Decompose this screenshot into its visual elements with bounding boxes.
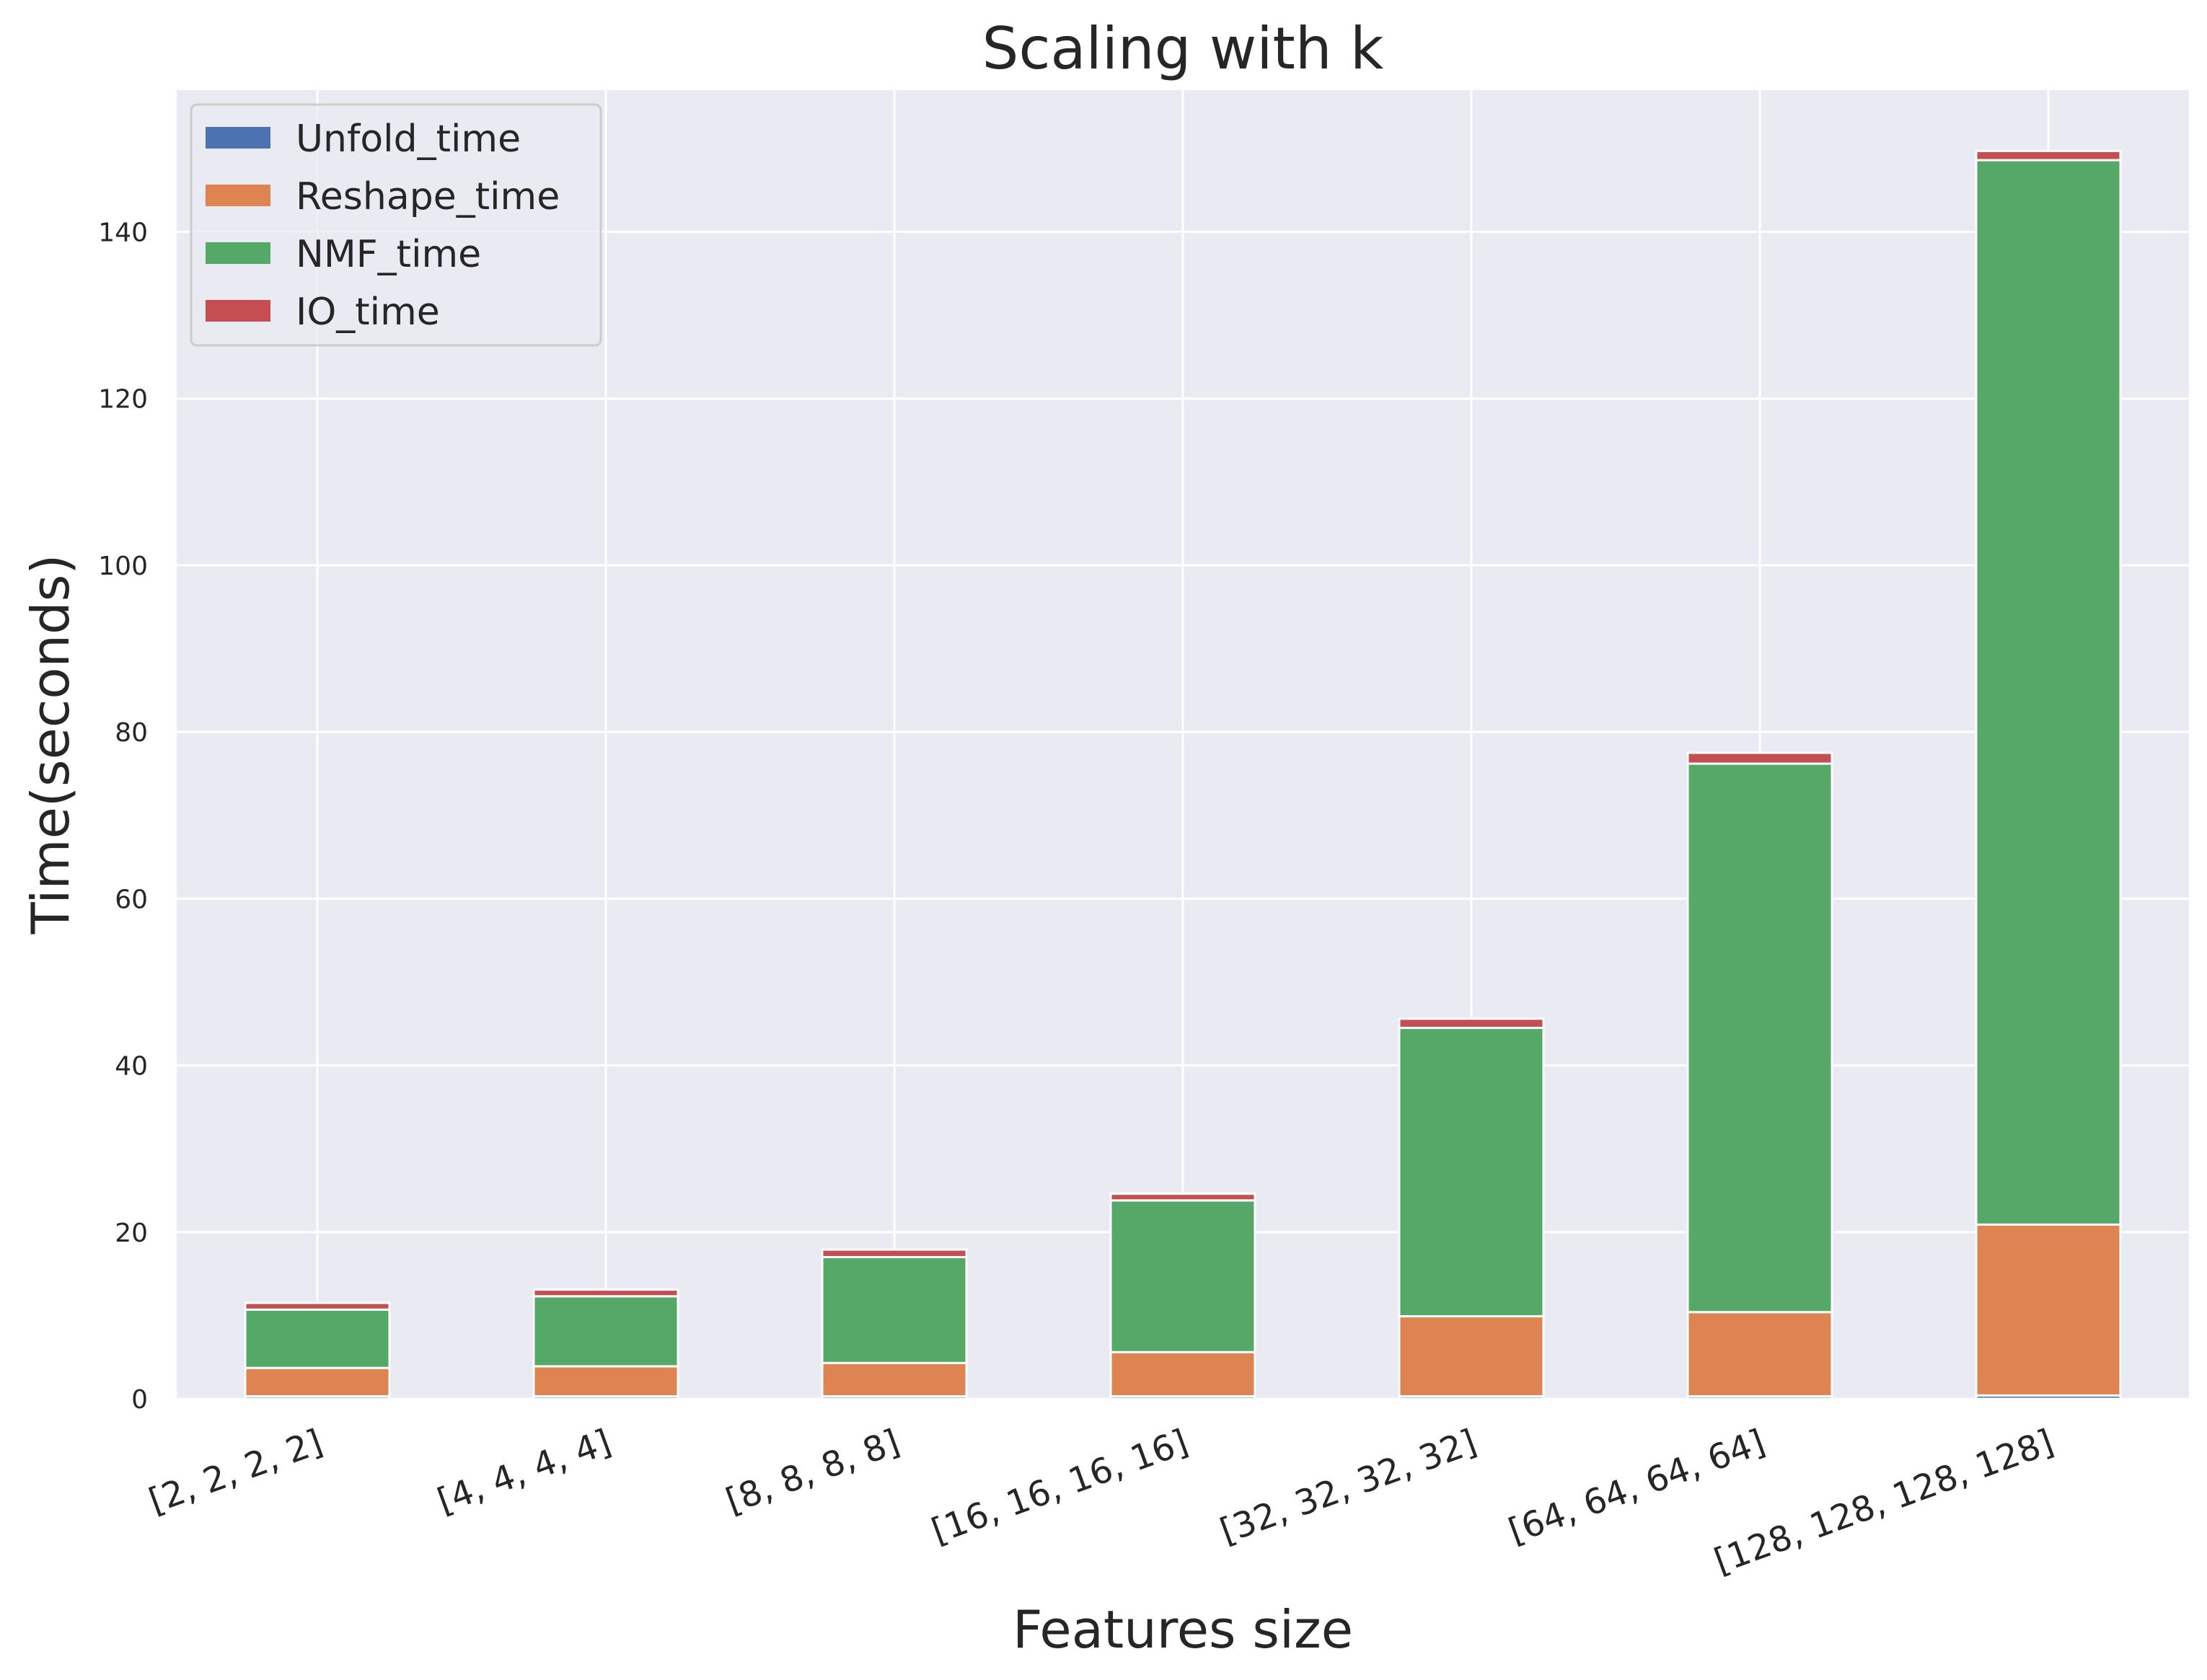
y-tick-label: 140 (98, 218, 148, 248)
bar-segment-nmf-time (532, 1295, 679, 1368)
y-tick-label: 120 (98, 385, 148, 415)
bar-segment-nmf-time (1398, 1027, 1545, 1318)
chart-title: Scaling with k (982, 15, 1384, 82)
legend-label: NMF_time (296, 233, 481, 276)
y-tick-label: 20 (115, 1219, 148, 1248)
grid (177, 90, 2189, 1400)
bar-segment-reshape-time (1686, 1311, 1833, 1398)
bar-segment-io-time (1398, 1017, 1545, 1030)
legend-box (190, 103, 602, 347)
y-tick-label: 80 (115, 718, 148, 748)
bar-segment-reshape-time (244, 1366, 391, 1398)
legend-label: Reshape_time (296, 175, 560, 218)
bar-segment-io-time (1975, 149, 2122, 162)
bars (244, 149, 2122, 1400)
y-tick-label: 60 (115, 885, 148, 914)
legend-swatch (206, 127, 270, 149)
bar-segment-reshape-time (821, 1361, 968, 1398)
bar-segment-reshape-time (1975, 1223, 2122, 1397)
y-tick-labels: 0 20 40 60 80 100 120 140 (98, 218, 148, 1415)
bar-segment-io-time (1686, 751, 1833, 765)
legend-label: Unfold_time (296, 118, 521, 161)
bar-segment-nmf-time (1109, 1199, 1256, 1353)
legend-swatch (206, 242, 270, 264)
bar-segment-io-time (532, 1288, 679, 1298)
y-tick-label: 40 (115, 1052, 148, 1082)
x-axis-label: Features size (1013, 1599, 1353, 1660)
bar-segment-nmf-time (1975, 159, 2122, 1226)
bar-segment-io-time (1109, 1193, 1256, 1202)
bar-segment-io-time (821, 1248, 968, 1258)
bar-segment-nmf-time (1686, 762, 1833, 1314)
bar-segment-reshape-time (1398, 1315, 1545, 1398)
bar-segment-reshape-time (532, 1365, 679, 1398)
bar-segment-nmf-time (821, 1255, 968, 1364)
legend-swatch (206, 300, 270, 322)
bar-segment-io-time (244, 1301, 391, 1311)
y-tick-label: 100 (98, 552, 148, 581)
legend-swatch (206, 185, 270, 206)
y-axis-label: Time(seconds) (20, 554, 81, 935)
y-tick-label: 0 (131, 1385, 148, 1415)
legend: Unfold_time Reshape_time NMF_time IO_time (190, 103, 602, 347)
legend-label: IO_time (296, 291, 440, 334)
bar-segment-reshape-time (1109, 1350, 1256, 1398)
bar-segment-nmf-time (244, 1308, 391, 1369)
